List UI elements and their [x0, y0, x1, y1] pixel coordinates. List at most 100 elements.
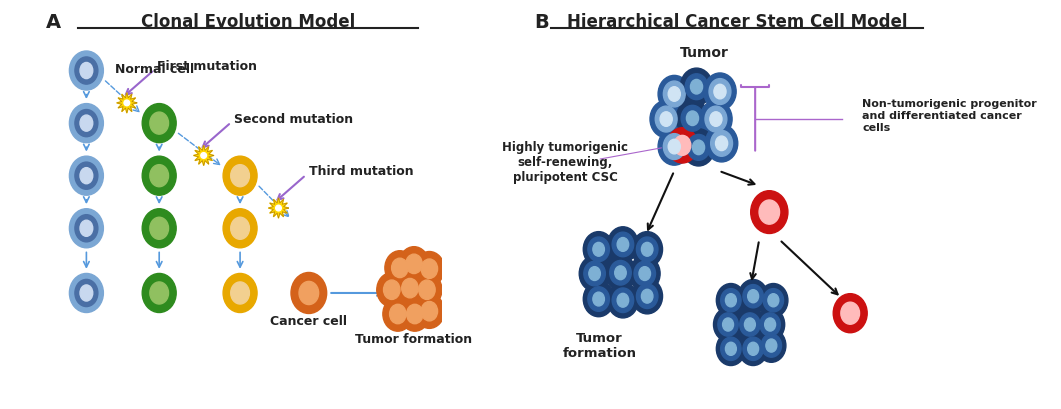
- Ellipse shape: [223, 209, 257, 248]
- Ellipse shape: [142, 209, 176, 248]
- Ellipse shape: [629, 256, 660, 292]
- Text: B: B: [535, 13, 550, 32]
- Ellipse shape: [631, 279, 662, 314]
- Ellipse shape: [412, 273, 441, 307]
- Ellipse shape: [663, 134, 685, 160]
- Ellipse shape: [713, 308, 743, 342]
- Ellipse shape: [720, 289, 741, 312]
- Ellipse shape: [223, 274, 257, 313]
- Text: Tumor formation: Tumor formation: [355, 332, 472, 345]
- Circle shape: [124, 101, 129, 106]
- Ellipse shape: [745, 318, 755, 331]
- Ellipse shape: [612, 288, 633, 313]
- Ellipse shape: [650, 101, 682, 138]
- Circle shape: [201, 153, 207, 159]
- Ellipse shape: [150, 113, 169, 135]
- Polygon shape: [117, 94, 137, 114]
- Ellipse shape: [421, 259, 437, 279]
- Ellipse shape: [584, 232, 614, 267]
- Ellipse shape: [841, 302, 859, 324]
- Ellipse shape: [709, 79, 731, 105]
- Text: Clonal Evolution Model: Clonal Evolution Model: [141, 13, 355, 31]
- Polygon shape: [268, 198, 289, 219]
- Ellipse shape: [663, 82, 685, 108]
- Ellipse shape: [608, 283, 639, 318]
- Ellipse shape: [230, 165, 249, 187]
- Ellipse shape: [605, 256, 636, 291]
- Ellipse shape: [751, 191, 788, 234]
- Ellipse shape: [415, 294, 445, 328]
- Ellipse shape: [700, 101, 732, 138]
- Ellipse shape: [766, 339, 777, 352]
- Ellipse shape: [589, 267, 601, 281]
- Ellipse shape: [743, 285, 763, 308]
- Ellipse shape: [674, 136, 691, 156]
- Ellipse shape: [667, 128, 698, 164]
- Ellipse shape: [75, 110, 98, 137]
- Ellipse shape: [642, 243, 653, 256]
- Ellipse shape: [686, 112, 698, 126]
- Ellipse shape: [588, 237, 609, 262]
- Ellipse shape: [765, 318, 776, 331]
- Ellipse shape: [383, 297, 413, 331]
- Ellipse shape: [738, 332, 768, 366]
- Text: Normal cell: Normal cell: [115, 63, 194, 76]
- Ellipse shape: [668, 88, 680, 102]
- Ellipse shape: [691, 80, 702, 95]
- Ellipse shape: [402, 279, 418, 298]
- Ellipse shape: [726, 294, 736, 307]
- Ellipse shape: [150, 282, 169, 304]
- Ellipse shape: [682, 130, 715, 166]
- Ellipse shape: [579, 256, 610, 292]
- Ellipse shape: [142, 104, 176, 143]
- Ellipse shape: [588, 287, 609, 312]
- Ellipse shape: [395, 271, 424, 306]
- Ellipse shape: [618, 294, 629, 308]
- Ellipse shape: [75, 280, 98, 307]
- Ellipse shape: [610, 261, 631, 285]
- Circle shape: [276, 206, 281, 211]
- Ellipse shape: [593, 292, 605, 306]
- Ellipse shape: [405, 254, 422, 274]
- Ellipse shape: [688, 135, 710, 161]
- Text: Cancer cell: Cancer cell: [271, 315, 347, 328]
- Text: Third mutation: Third mutation: [309, 165, 414, 178]
- Ellipse shape: [680, 69, 713, 106]
- Ellipse shape: [608, 227, 639, 263]
- Ellipse shape: [660, 112, 673, 127]
- Ellipse shape: [642, 290, 653, 303]
- Ellipse shape: [711, 131, 732, 157]
- Ellipse shape: [406, 305, 423, 324]
- Ellipse shape: [150, 218, 169, 240]
- Ellipse shape: [584, 282, 614, 317]
- Ellipse shape: [768, 294, 779, 307]
- Ellipse shape: [75, 58, 98, 85]
- Ellipse shape: [223, 157, 257, 196]
- Ellipse shape: [142, 157, 176, 196]
- Text: Second mutation: Second mutation: [234, 112, 353, 126]
- Ellipse shape: [738, 280, 768, 313]
- Ellipse shape: [726, 342, 736, 355]
- Ellipse shape: [720, 337, 741, 361]
- Ellipse shape: [759, 200, 780, 225]
- Ellipse shape: [415, 252, 445, 286]
- Ellipse shape: [75, 163, 98, 190]
- Ellipse shape: [748, 290, 759, 303]
- Ellipse shape: [710, 112, 721, 127]
- Ellipse shape: [740, 313, 760, 336]
- Ellipse shape: [716, 332, 746, 366]
- Ellipse shape: [759, 284, 788, 317]
- Ellipse shape: [748, 342, 759, 355]
- Text: Hierarchical Cancer Stem Cell Model: Hierarchical Cancer Stem Cell Model: [567, 13, 907, 31]
- Ellipse shape: [761, 334, 782, 357]
- Ellipse shape: [612, 233, 633, 257]
- Text: Highly tumorigenic
self-renewing,
pluripotent CSC: Highly tumorigenic self-renewing, plurip…: [502, 141, 628, 184]
- Text: First mutation: First mutation: [157, 60, 257, 73]
- Ellipse shape: [639, 267, 650, 281]
- Text: Non-tumorigenic progenitor
and differentiated cancer
cells: Non-tumorigenic progenitor and different…: [863, 99, 1037, 132]
- Ellipse shape: [618, 238, 629, 252]
- Ellipse shape: [419, 280, 435, 300]
- Ellipse shape: [75, 215, 98, 242]
- Ellipse shape: [735, 308, 765, 342]
- Ellipse shape: [676, 100, 709, 137]
